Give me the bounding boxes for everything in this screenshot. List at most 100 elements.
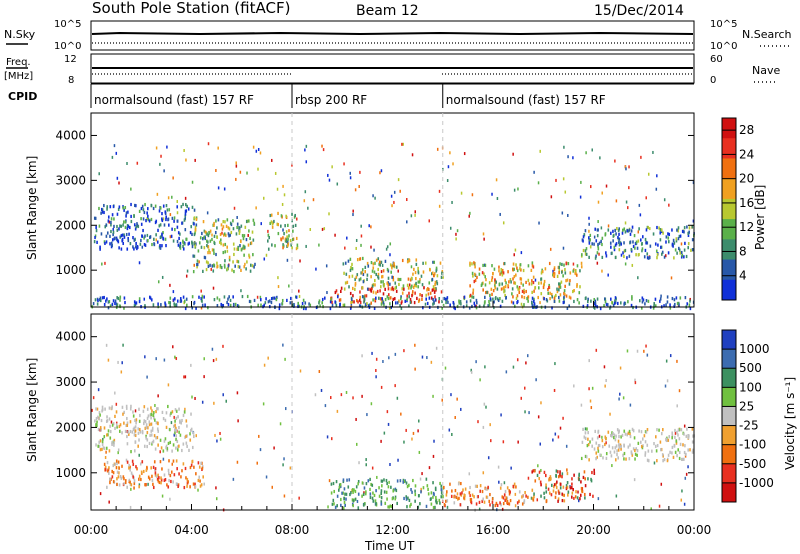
data-cell <box>378 486 380 490</box>
data-cell <box>645 344 647 348</box>
data-cell <box>169 497 171 501</box>
data-cell <box>474 304 476 308</box>
data-cell <box>113 224 115 229</box>
data-cell <box>417 494 420 498</box>
data-cell <box>155 146 158 150</box>
data-cell <box>478 267 481 271</box>
data-cell <box>588 216 590 220</box>
data-cell <box>414 489 416 493</box>
data-cell <box>123 235 126 239</box>
data-cell <box>469 494 471 498</box>
data-cell <box>432 505 435 510</box>
data-cell <box>595 457 597 461</box>
data-cell <box>138 299 141 304</box>
data-cell <box>636 349 639 353</box>
data-cell <box>191 460 193 464</box>
data-cell <box>428 296 431 300</box>
data-cell <box>197 478 200 483</box>
data-cell <box>484 295 486 299</box>
data-cell <box>665 235 668 239</box>
data-cell <box>330 297 333 301</box>
data-cell <box>680 457 683 462</box>
data-cell <box>676 228 678 232</box>
data-cell <box>596 234 599 238</box>
data-cell <box>271 158 273 162</box>
data-cell <box>154 418 156 422</box>
data-cell <box>435 269 438 273</box>
data-cell <box>145 434 147 438</box>
data-cell <box>561 270 563 274</box>
data-cell <box>571 495 573 499</box>
data-cell <box>528 282 531 286</box>
data-cell <box>162 449 165 453</box>
data-cell <box>143 297 146 301</box>
data-cell <box>111 302 114 306</box>
data-cell <box>157 228 159 232</box>
freq-unit: [MHz] <box>4 71 33 82</box>
data-cell <box>357 506 360 510</box>
x-tick-label: 00:00 <box>677 523 712 537</box>
data-cell <box>99 245 101 249</box>
data-cell <box>686 427 688 431</box>
power-y-axis-label: Slant Range [km] <box>25 156 39 260</box>
data-cell <box>655 449 658 453</box>
data-cell <box>156 192 159 196</box>
data-cell <box>166 145 168 149</box>
data-cell <box>224 259 226 263</box>
data-cell <box>415 281 417 286</box>
data-cell <box>594 429 597 434</box>
data-cell <box>471 193 474 197</box>
data-cell <box>149 295 151 299</box>
freq-tick-high: 12 <box>64 54 77 65</box>
data-cell <box>159 460 162 464</box>
data-cell <box>617 439 620 443</box>
data-cell <box>584 436 587 440</box>
data-cell <box>601 445 604 449</box>
data-cell <box>213 241 216 246</box>
data-cell <box>186 484 188 488</box>
data-cell <box>119 295 122 299</box>
data-cell <box>533 297 535 301</box>
data-cell <box>556 274 559 278</box>
data-cell <box>146 375 148 379</box>
data-cell <box>567 155 569 159</box>
data-cell <box>624 230 627 234</box>
data-cell <box>123 477 125 481</box>
data-cell <box>127 432 130 436</box>
data-cell <box>127 238 130 243</box>
data-cell <box>684 454 687 458</box>
data-cell <box>399 304 401 308</box>
data-cell <box>175 303 177 307</box>
data-cell <box>146 407 149 411</box>
data-cell <box>468 306 471 310</box>
data-cell <box>471 304 473 309</box>
data-cell <box>486 487 489 491</box>
colorbar-tick-label: 1000 <box>739 342 770 356</box>
data-cell <box>109 205 112 209</box>
data-cell <box>253 265 255 269</box>
data-cell <box>144 483 147 487</box>
data-cell <box>438 300 440 304</box>
data-cell <box>550 477 552 481</box>
data-cell <box>123 208 125 212</box>
data-cell <box>414 291 416 295</box>
data-cell <box>411 290 414 294</box>
data-cell <box>238 231 241 235</box>
data-cell <box>669 354 672 358</box>
data-cell <box>447 300 449 304</box>
data-cell <box>494 278 496 282</box>
data-cell <box>111 238 114 242</box>
data-cell <box>516 300 518 305</box>
data-cell <box>394 286 397 290</box>
data-cell <box>583 233 586 237</box>
data-cell <box>161 212 163 216</box>
data-cell <box>620 253 623 257</box>
data-cell <box>213 221 215 226</box>
data-cell <box>349 257 352 261</box>
data-cell <box>667 438 670 442</box>
data-cell <box>435 501 438 505</box>
data-cell <box>396 396 399 400</box>
data-cell <box>637 441 640 445</box>
data-cell <box>173 424 175 428</box>
data-cell <box>205 260 208 264</box>
